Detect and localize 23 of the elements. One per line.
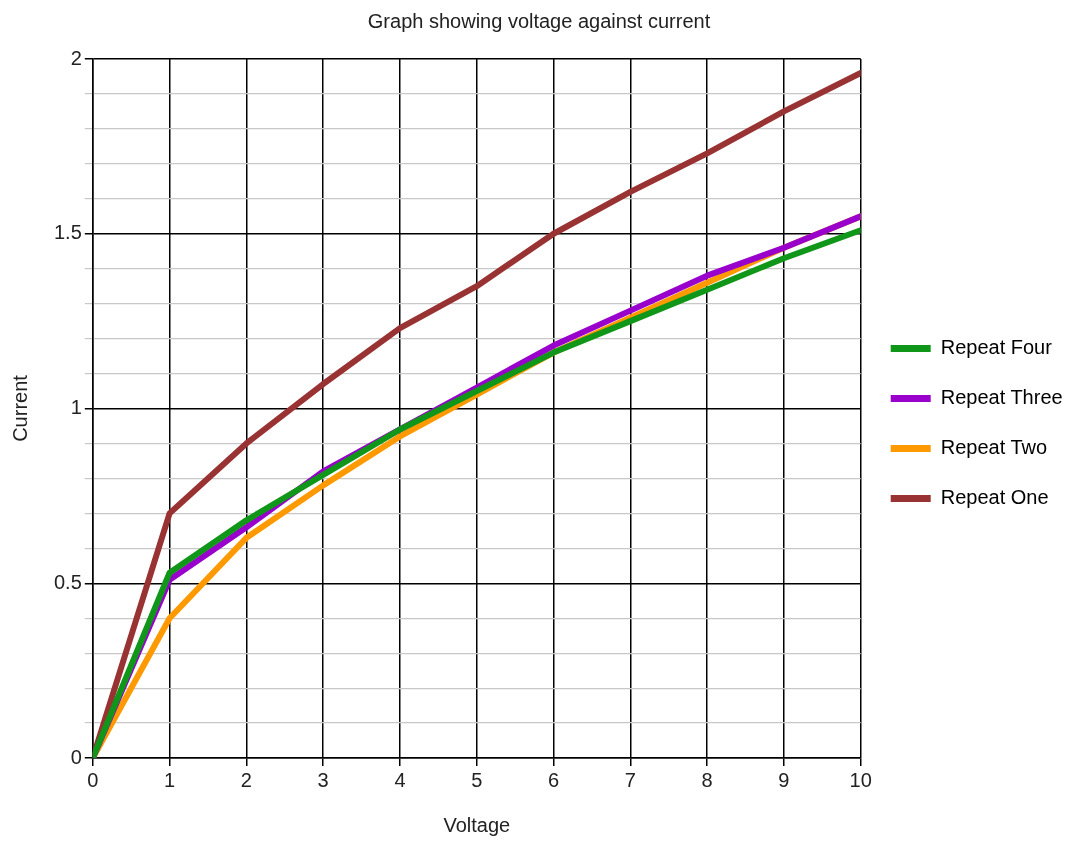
- x-tick-label: 7: [624, 768, 636, 791]
- y-tick-label: 1.5: [53, 221, 82, 244]
- legend-label: Repeat Three: [940, 386, 1063, 409]
- chart-title: Graph showing voltage against current: [367, 9, 711, 32]
- legend-label: Repeat One: [940, 486, 1049, 509]
- x-tick-label: 8: [701, 768, 713, 791]
- x-tick-label: 2: [240, 768, 252, 791]
- y-tick-label: 0: [70, 745, 82, 768]
- x-tick-label: 1: [164, 768, 176, 791]
- legend-label: Repeat Two: [940, 436, 1048, 459]
- x-tick-label: 5: [471, 768, 483, 791]
- x-tick-label: 0: [87, 768, 99, 791]
- x-tick-label: 4: [394, 768, 406, 791]
- y-tick-label: 0.5: [53, 570, 82, 593]
- x-tick-label: 6: [547, 768, 560, 791]
- y-tick-label: 1: [70, 396, 82, 419]
- x-axis-title: Voltage: [443, 813, 511, 836]
- x-tick-label: 10: [849, 768, 872, 791]
- y-axis-title: Current: [8, 374, 31, 442]
- x-tick-label: 3: [317, 768, 329, 791]
- x-tick-label: 9: [778, 768, 790, 791]
- y-tick-label: 2: [70, 46, 82, 69]
- legend-label: Repeat Four: [940, 336, 1053, 359]
